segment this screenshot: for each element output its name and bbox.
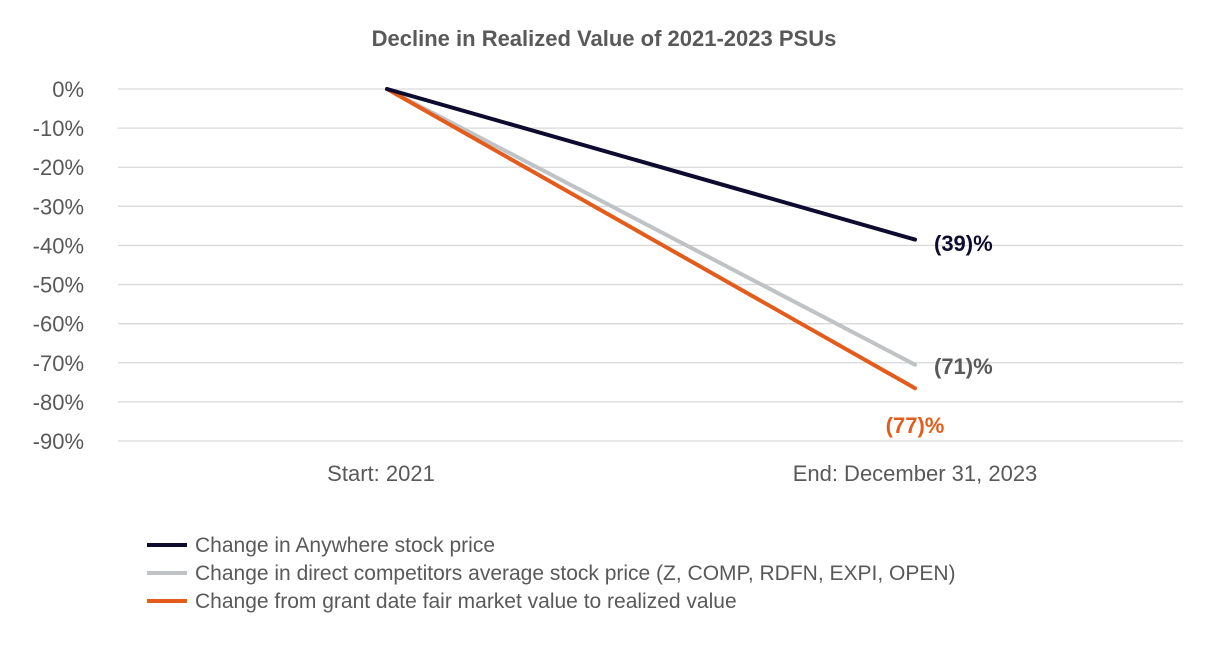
y-tick-label: -50% <box>33 273 84 298</box>
x-axis-tick-labels: Start: 2021 End: December 31, 2023 <box>327 461 1037 486</box>
legend-label-2: Change from grant date fair market value… <box>195 590 737 613</box>
y-tick-label: -20% <box>33 155 84 180</box>
y-tick-label: -80% <box>33 390 84 415</box>
chart-title: Decline in Realized Value of 2021-2023 P… <box>372 26 837 51</box>
data-labels: (39)% (71)% (77)% <box>886 231 993 438</box>
y-axis-tick-labels: 0% -10% -20% -30% -40% -50% -60% -70% -80% -90% <box>33 77 84 454</box>
y-tick-label: -70% <box>33 351 84 376</box>
data-label-1: (71)% <box>934 354 993 379</box>
y-tick-label: -60% <box>33 312 84 337</box>
legend: Change in Anywhere stock price Change in … <box>147 534 956 613</box>
gridlines <box>118 88 1183 442</box>
y-tick-label: -90% <box>33 429 84 454</box>
x-tick-label: Start: 2021 <box>327 461 435 486</box>
y-tick-label: -30% <box>33 194 84 219</box>
data-label-0: (39)% <box>934 231 993 256</box>
series-lines <box>385 87 917 391</box>
x-tick-label: End: December 31, 2023 <box>793 461 1038 486</box>
data-label-2: (77)% <box>886 413 945 438</box>
legend-label-1: Change in direct competitors average sto… <box>195 562 956 585</box>
y-tick-label: -40% <box>33 233 84 258</box>
legend-label-0: Change in Anywhere stock price <box>195 534 495 557</box>
y-tick-label: -10% <box>33 116 84 141</box>
series-line-1 <box>385 87 917 367</box>
series-line-2 <box>385 87 917 391</box>
y-tick-label: 0% <box>52 77 84 102</box>
series-line-0 <box>385 87 917 242</box>
